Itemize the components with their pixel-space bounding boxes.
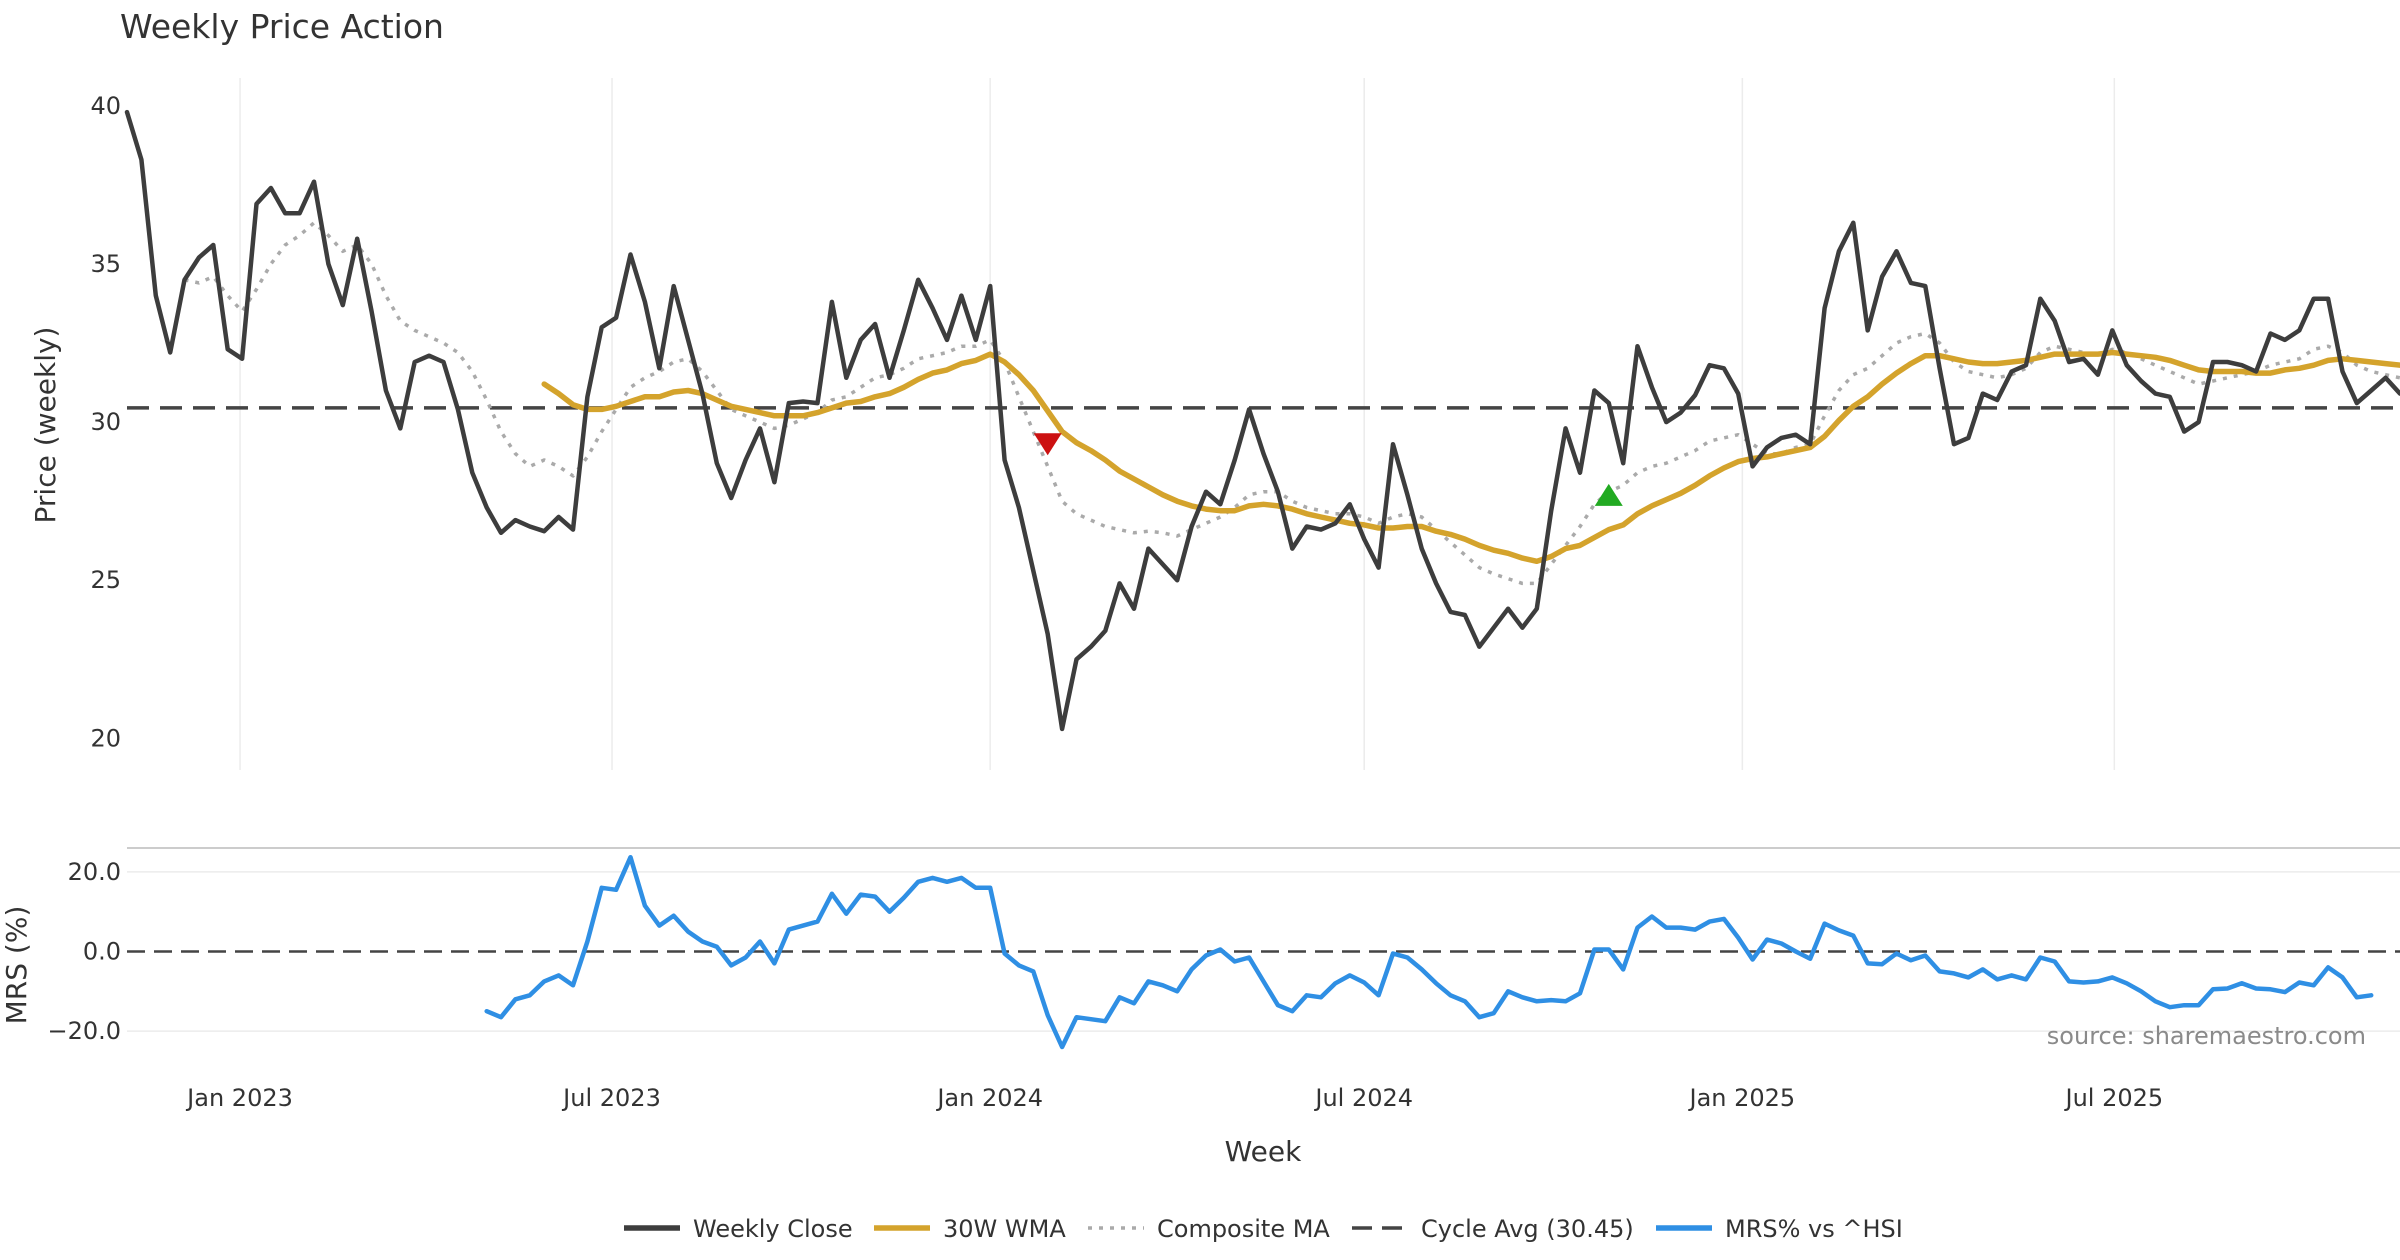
mrs-axis-ticks: 20.0 0.0 −20.0 <box>47 858 121 1045</box>
x-tick-label: Jan 2025 <box>1687 1084 1795 1112</box>
chart-title: Weekly Price Action <box>120 7 444 46</box>
y-tick-label: 20 <box>90 724 121 752</box>
signal-layer <box>1033 433 1623 506</box>
legend-composite-ma-label: Composite MA <box>1157 1215 1330 1243</box>
lower-grid <box>127 871 2400 1032</box>
y-tick-label: 25 <box>90 566 121 594</box>
y-axis-title: Price (weekly) <box>29 327 62 524</box>
mrs-tick-label: −20.0 <box>47 1017 121 1045</box>
mrs-tick-label: 0.0 <box>83 938 121 966</box>
sell-signal-marker <box>1033 433 1062 456</box>
y-tick-label: 30 <box>90 408 121 436</box>
legend-weekly-close: Weekly Close <box>624 1215 853 1243</box>
mrs-line <box>484 854 2374 1050</box>
x-tick-label: Jul 2024 <box>1313 1084 1413 1112</box>
x-tick-label: Jan 2023 <box>185 1084 293 1112</box>
x-axis-ticks: Jan 2023 Jul 2023 Jan 2024 Jul 2024 Jan 2025… <box>185 1084 2163 1112</box>
y-tick-label: 40 <box>90 92 121 120</box>
x-tick-label: Jan 2024 <box>935 1084 1043 1112</box>
legend-30w-wma: 30W WMA <box>874 1215 1066 1243</box>
source-annotation: source: sharemaestro.com <box>2047 1022 2366 1050</box>
composite-ma-line <box>184 221 2400 586</box>
legend-30w-wma-label: 30W WMA <box>943 1215 1066 1243</box>
series-layer <box>124 109 2400 1050</box>
legend-cycle-avg-label: Cycle Avg (30.45) <box>1421 1215 1634 1243</box>
weekly-close-line <box>124 109 2400 732</box>
x-tick-label: Jul 2025 <box>2063 1084 2163 1112</box>
mrs-tick-label: 20.0 <box>68 858 121 886</box>
legend-mrs-label: MRS% vs ^HSI <box>1725 1215 1903 1243</box>
legend-composite-ma: Composite MA <box>1088 1215 1330 1243</box>
mrs-axis-title: MRS (%) <box>0 906 33 1025</box>
buy-signal-marker <box>1594 483 1623 506</box>
legend-weekly-close-label: Weekly Close <box>693 1215 853 1243</box>
x-tick-label: Jul 2023 <box>561 1084 661 1112</box>
legend-cycle-avg: Cycle Avg (30.45) <box>1352 1215 1634 1243</box>
y-tick-label: 35 <box>90 250 121 278</box>
y-axis-ticks: 20 25 30 35 40 <box>90 92 121 753</box>
30w-wma-line <box>541 349 2400 565</box>
legend-mrs: MRS% vs ^HSI <box>1656 1215 1903 1243</box>
x-axis-title: Week <box>1225 1135 1302 1168</box>
legend: Weekly Close 30W WMA Composite MA Cycle Avg… <box>624 1215 1903 1243</box>
